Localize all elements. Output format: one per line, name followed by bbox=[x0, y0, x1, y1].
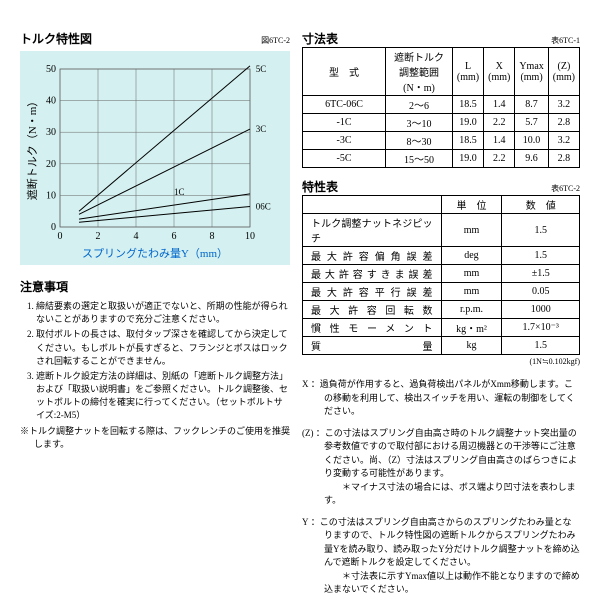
svg-text:4: 4 bbox=[134, 231, 139, 242]
svg-text:0: 0 bbox=[51, 222, 56, 233]
notes-extra: ※トルク調整ナットを回転する際は、フックレンチのご使用を推奨します。 bbox=[20, 425, 290, 451]
notes-list: 締結要素の選定と取扱いが適正でないと、所期の性能が得られないことがありますので充… bbox=[20, 300, 290, 421]
dim-fig-label: 表6TC-1 bbox=[551, 35, 580, 46]
svg-text:50: 50 bbox=[46, 64, 56, 75]
chart-fig-label: 図6TC-2 bbox=[261, 35, 290, 46]
property-table: 単 位数 値トルク調整ナットネジピッチmm1.5最大許容偏角誤差deg1.5最大… bbox=[302, 195, 580, 355]
svg-text:30: 30 bbox=[46, 127, 56, 138]
svg-text:40: 40 bbox=[46, 96, 56, 107]
svg-text:3C: 3C bbox=[256, 124, 267, 134]
svg-text:5C: 5C bbox=[256, 64, 267, 74]
svg-text:スプリングたわみ量Y（mm）: スプリングたわみ量Y（mm） bbox=[82, 246, 228, 260]
svg-text:1C: 1C bbox=[174, 187, 185, 197]
prop-title: 特性表 bbox=[302, 178, 338, 195]
dimension-table: 型 式遮断トルク調整範囲(N・m)L(mm)X(mm)Ymax(mm)(Z)(m… bbox=[302, 47, 580, 168]
dim-title: 寸法表 bbox=[302, 30, 338, 47]
svg-text:6: 6 bbox=[172, 231, 177, 242]
svg-text:20: 20 bbox=[46, 159, 56, 170]
svg-text:10: 10 bbox=[46, 190, 56, 201]
svg-text:10: 10 bbox=[245, 231, 255, 242]
chart-title: トルク特性図 bbox=[20, 30, 92, 47]
prop-fig-label: 表6TC-2 bbox=[551, 183, 580, 194]
svg-text:遮断トルク（N・m）: 遮断トルク（N・m） bbox=[25, 96, 39, 201]
torque-chart: 0 2 4 6 8 10 0 10 20 30 40 50 5C 3C 1C 06C スプリングたわみ量Y（mm… bbox=[20, 51, 290, 265]
svg-text:8: 8 bbox=[210, 231, 215, 242]
svg-text:06C: 06C bbox=[256, 201, 271, 211]
svg-text:2: 2 bbox=[96, 231, 101, 242]
prop-footnote: (1N≒0.102kgf) bbox=[302, 357, 580, 366]
notes-title: 注意事項 bbox=[20, 279, 290, 296]
svg-text:0: 0 bbox=[58, 231, 63, 242]
right-notes: X ：過負荷が作用すると、過負荷検出パネルがXmm移動します。この移動を利用して… bbox=[302, 378, 580, 597]
